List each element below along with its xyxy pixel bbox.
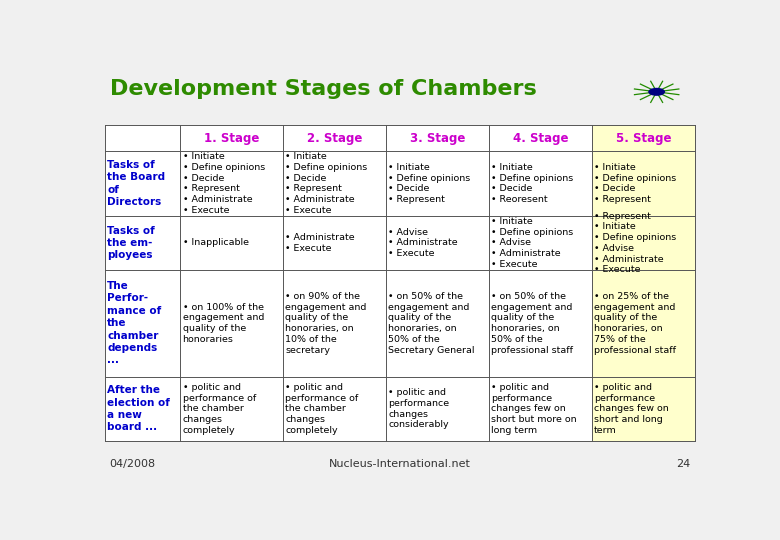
Text: • politic and
performance
changes few on
short but more on
long term: • politic and performance changes few on… [491,383,577,435]
Text: 5. Stage: 5. Stage [615,132,671,145]
Text: • Initiate
• Define opinions
• Decide
• Represent: • Initiate • Define opinions • Decide • … [594,163,676,204]
Text: • on 100% of the
engagement and
quality of the
honoraries: • on 100% of the engagement and quality … [183,302,264,344]
Text: • on 50% of the
engagement and
quality of the
honoraries, on
50% of the
Secretar: • on 50% of the engagement and quality o… [388,292,475,355]
Text: • on 90% of the
engagement and
quality of the
honoraries, on
10% of the
secretar: • on 90% of the engagement and quality o… [285,292,367,355]
Text: 3. Stage: 3. Stage [410,132,465,145]
Text: • Inapplicable: • Inapplicable [183,239,249,247]
Text: • politic and
performance of
the chamber
changes
completely: • politic and performance of the chamber… [285,383,359,435]
Text: • Advise
• Administrate
• Execute: • Advise • Administrate • Execute [388,228,458,258]
Text: • Initiate
• Define opinions
• Decide
• Reoresent: • Initiate • Define opinions • Decide • … [491,163,573,204]
Text: • Initiate
• Define opinions
• Advise
• Administrate
• Execute: • Initiate • Define opinions • Advise • … [491,217,573,269]
Text: • Administrate
• Execute: • Administrate • Execute [285,233,355,253]
Text: • Initiate
• Define opinions
• Decide
• Represent
• Administrate
• Execute: • Initiate • Define opinions • Decide • … [183,152,264,215]
Text: After the
election of
a new
board ...: After the election of a new board ... [107,385,170,433]
Text: • politic and
performance of
the chamber
changes
completely: • politic and performance of the chamber… [183,383,256,435]
Text: The
Perfor-
mance of
the
chamber
depends
...: The Perfor- mance of the chamber depends… [107,281,161,366]
Text: 4. Stage: 4. Stage [512,132,568,145]
Text: • on 25% of the
engagement and
quality of the
honoraries, on
75% of the
professi: • on 25% of the engagement and quality o… [594,292,676,355]
Text: Development Stages of Chambers: Development Stages of Chambers [109,79,537,99]
Text: Tasks of
the em-
ployees: Tasks of the em- ployees [107,226,155,260]
Text: • Initiate
• Define opinions
• Decide
• Represent: • Initiate • Define opinions • Decide • … [388,163,470,204]
Text: 2. Stage: 2. Stage [307,132,362,145]
Text: • Represent
• Initiate
• Define opinions
• Advise
• Administrate
• Execute: • Represent • Initiate • Define opinions… [594,212,676,274]
Text: 04/2008: 04/2008 [109,459,156,469]
Text: 1. Stage: 1. Stage [204,132,259,145]
Text: • politic and
performance
changes
considerably: • politic and performance changes consid… [388,388,449,429]
Text: • on 50% of the
engagement and
quality of the
honoraries, on
50% of the
professi: • on 50% of the engagement and quality o… [491,292,573,355]
Text: • Initiate
• Define opinions
• Decide
• Represent
• Administrate
• Execute: • Initiate • Define opinions • Decide • … [285,152,367,215]
Text: Tasks of
the Board
of
Directors: Tasks of the Board of Directors [107,160,165,207]
Text: • politic and
performance
changes few on
short and long
term: • politic and performance changes few on… [594,383,669,435]
Text: Nucleus-International.net: Nucleus-International.net [329,459,470,469]
Text: 24: 24 [675,459,690,469]
Ellipse shape [648,88,665,96]
